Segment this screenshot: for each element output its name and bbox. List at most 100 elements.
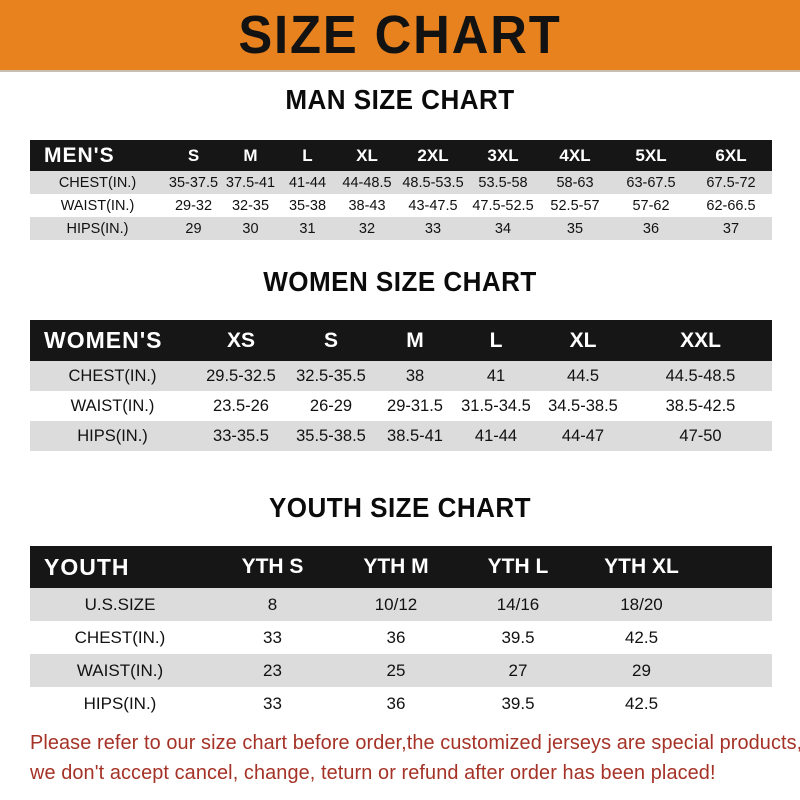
youth-hips-xl: 42.5 bbox=[579, 687, 704, 720]
man-row-label-hips: HIPS(IN.) bbox=[30, 217, 165, 240]
table-row: CHEST(IN.) 33 36 39.5 42.5 bbox=[30, 621, 772, 654]
man-table: MEN'S S M L XL 2XL 3XL 4XL 5XL 6XL CHEST… bbox=[30, 140, 772, 240]
order-policy-line-1: Please refer to our size chart before or… bbox=[30, 731, 800, 754]
women-chest-l: 41 bbox=[455, 361, 537, 391]
youth-corner-label: YOUTH bbox=[30, 546, 210, 588]
man-size-header-l: L bbox=[279, 140, 336, 171]
man-size-header-m: M bbox=[222, 140, 279, 171]
table-row: U.S.SIZE 8 10/12 14/16 18/20 bbox=[30, 588, 772, 621]
women-table: WOMEN'S XS S M L XL XXL CHEST(IN.) 29.5-… bbox=[30, 320, 772, 451]
women-waist-xl: 34.5-38.5 bbox=[537, 391, 629, 421]
youth-header-row: YOUTH YTH S YTH M YTH L YTH XL bbox=[30, 546, 772, 588]
man-chest-xl: 44-48.5 bbox=[336, 171, 398, 194]
man-waist-xl: 38-43 bbox=[336, 194, 398, 217]
man-hips-5xl: 36 bbox=[612, 217, 690, 240]
man-chest-6xl: 67.5-72 bbox=[690, 171, 772, 194]
women-hips-s: 35.5-38.5 bbox=[287, 421, 375, 451]
women-corner-label: WOMEN'S bbox=[30, 320, 195, 361]
women-size-chart-table: WOMEN'S XS S M L XL XXL CHEST(IN.) 29.5-… bbox=[30, 320, 772, 451]
man-waist-s: 29-32 bbox=[165, 194, 222, 217]
table-row: HIPS(IN.) 29 30 31 32 33 34 35 36 37 bbox=[30, 217, 772, 240]
man-waist-5xl: 57-62 bbox=[612, 194, 690, 217]
man-chest-l: 41-44 bbox=[279, 171, 336, 194]
man-waist-3xl: 47.5-52.5 bbox=[468, 194, 538, 217]
table-row: CHEST(IN.) 29.5-32.5 32.5-35.5 38 41 44.… bbox=[30, 361, 772, 391]
man-size-header-5xl: 5XL bbox=[612, 140, 690, 171]
women-hips-xs: 33-35.5 bbox=[195, 421, 287, 451]
youth-waist-xl: 29 bbox=[579, 654, 704, 687]
women-hips-l: 41-44 bbox=[455, 421, 537, 451]
man-waist-l: 35-38 bbox=[279, 194, 336, 217]
youth-row-label-chest: CHEST(IN.) bbox=[30, 621, 210, 654]
order-policy-note: Please refer to our size chart before or… bbox=[30, 728, 800, 788]
youth-chest-m: 36 bbox=[335, 621, 457, 654]
man-waist-4xl: 52.5-57 bbox=[538, 194, 612, 217]
women-header-row: WOMEN'S XS S M L XL XXL bbox=[30, 320, 772, 361]
man-row-label-chest: CHEST(IN.) bbox=[30, 171, 165, 194]
women-chest-s: 32.5-35.5 bbox=[287, 361, 375, 391]
man-waist-m: 32-35 bbox=[222, 194, 279, 217]
man-size-header-3xl: 3XL bbox=[468, 140, 538, 171]
table-row: WAIST(IN.) 23.5-26 26-29 29-31.5 31.5-34… bbox=[30, 391, 772, 421]
youth-header-filler bbox=[704, 546, 772, 588]
youth-size-chart-table: YOUTH YTH S YTH M YTH L YTH XL U.S.SIZE … bbox=[30, 546, 772, 720]
man-chest-s: 35-37.5 bbox=[165, 171, 222, 194]
women-size-header-xxl: XXL bbox=[629, 320, 772, 361]
youth-us-size-xl: 18/20 bbox=[579, 588, 704, 621]
table-row: WAIST(IN.) 29-32 32-35 35-38 38-43 43-47… bbox=[30, 194, 772, 217]
youth-waist-s: 23 bbox=[210, 654, 335, 687]
man-hips-s: 29 bbox=[165, 217, 222, 240]
youth-chest-l: 39.5 bbox=[457, 621, 579, 654]
youth-us-size-m: 10/12 bbox=[335, 588, 457, 621]
youth-size-header-l: YTH L bbox=[457, 546, 579, 588]
youth-size-header-s: YTH S bbox=[210, 546, 335, 588]
women-chest-m: 38 bbox=[375, 361, 455, 391]
man-hips-m: 30 bbox=[222, 217, 279, 240]
man-waist-6xl: 62-66.5 bbox=[690, 194, 772, 217]
women-size-header-s: S bbox=[287, 320, 375, 361]
youth-chest-xl: 42.5 bbox=[579, 621, 704, 654]
women-row-label-hips: HIPS(IN.) bbox=[30, 421, 195, 451]
table-row: HIPS(IN.) 33-35.5 35.5-38.5 38.5-41 41-4… bbox=[30, 421, 772, 451]
youth-row-filler bbox=[704, 654, 772, 687]
man-corner-label: MEN'S bbox=[30, 140, 165, 171]
man-hips-2xl: 33 bbox=[398, 217, 468, 240]
page-title: SIZE CHART bbox=[238, 5, 562, 65]
man-hips-6xl: 37 bbox=[690, 217, 772, 240]
youth-table: YOUTH YTH S YTH M YTH L YTH XL U.S.SIZE … bbox=[30, 546, 772, 720]
youth-waist-m: 25 bbox=[335, 654, 457, 687]
women-waist-xxl: 38.5-42.5 bbox=[629, 391, 772, 421]
man-size-header-xl: XL bbox=[336, 140, 398, 171]
man-chest-5xl: 63-67.5 bbox=[612, 171, 690, 194]
women-hips-m: 38.5-41 bbox=[375, 421, 455, 451]
women-size-header-xl: XL bbox=[537, 320, 629, 361]
man-hips-4xl: 35 bbox=[538, 217, 612, 240]
youth-section-title: YOUTH SIZE CHART bbox=[268, 492, 532, 523]
women-size-header-m: M bbox=[375, 320, 455, 361]
youth-us-size-l: 14/16 bbox=[457, 588, 579, 621]
women-hips-xxl: 47-50 bbox=[629, 421, 772, 451]
women-size-header-xs: XS bbox=[195, 320, 287, 361]
women-chest-xl: 44.5 bbox=[537, 361, 629, 391]
man-size-header-s: S bbox=[165, 140, 222, 171]
youth-row-filler bbox=[704, 588, 772, 621]
man-row-label-waist: WAIST(IN.) bbox=[30, 194, 165, 217]
women-waist-xs: 23.5-26 bbox=[195, 391, 287, 421]
youth-row-label-waist: WAIST(IN.) bbox=[30, 654, 210, 687]
man-section-title: MAN SIZE CHART bbox=[285, 84, 515, 115]
youth-waist-l: 27 bbox=[457, 654, 579, 687]
youth-size-header-m: YTH M bbox=[335, 546, 457, 588]
youth-hips-s: 33 bbox=[210, 687, 335, 720]
table-row: CHEST(IN.) 35-37.5 37.5-41 41-44 44-48.5… bbox=[30, 171, 772, 194]
youth-size-header-xl: YTH XL bbox=[579, 546, 704, 588]
youth-chest-s: 33 bbox=[210, 621, 335, 654]
man-hips-xl: 32 bbox=[336, 217, 398, 240]
women-waist-m: 29-31.5 bbox=[375, 391, 455, 421]
youth-us-size-s: 8 bbox=[210, 588, 335, 621]
women-row-label-waist: WAIST(IN.) bbox=[30, 391, 195, 421]
page-banner: SIZE CHART bbox=[0, 0, 800, 72]
man-size-chart-table: MEN'S S M L XL 2XL 3XL 4XL 5XL 6XL CHEST… bbox=[30, 140, 772, 240]
women-waist-l: 31.5-34.5 bbox=[455, 391, 537, 421]
youth-row-label-us-size: U.S.SIZE bbox=[30, 588, 210, 621]
man-chest-4xl: 58-63 bbox=[538, 171, 612, 194]
